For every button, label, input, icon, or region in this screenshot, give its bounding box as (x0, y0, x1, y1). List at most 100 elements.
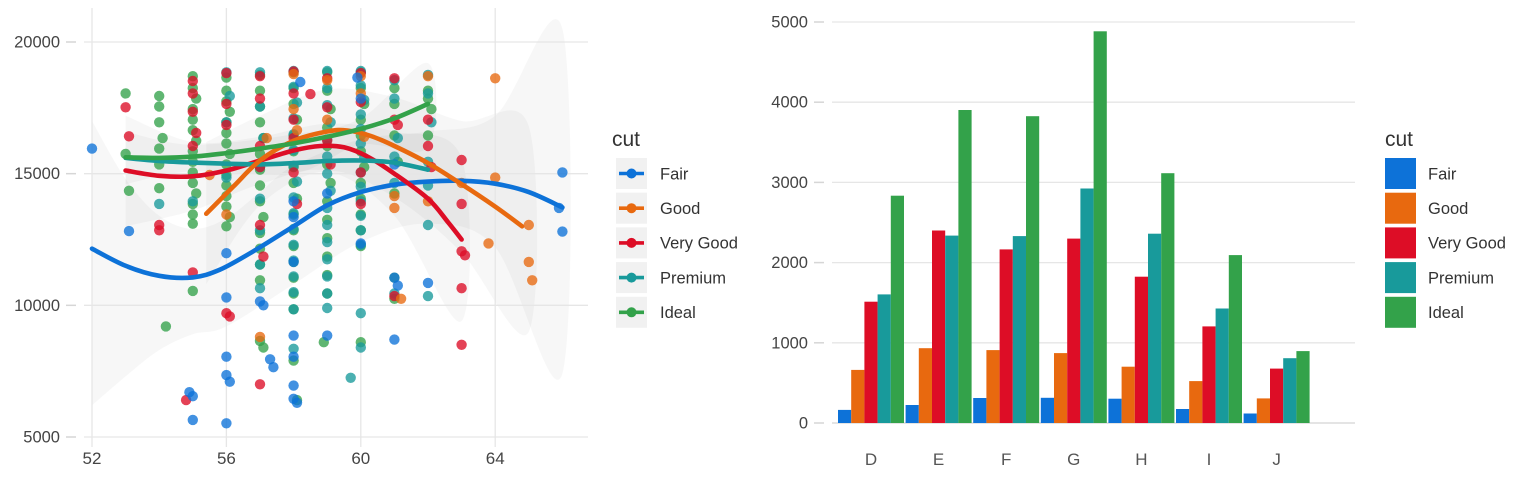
bar-D-ideal[interactable] (890, 195, 904, 423)
legend-key-marker (626, 203, 637, 214)
legend-title: cut (612, 128, 640, 151)
legend-entry-fair[interactable]: Fair (1385, 158, 1457, 189)
bar-G-good[interactable] (1054, 353, 1068, 423)
x-category-label: I (1207, 450, 1212, 469)
legend-key-swatch (1385, 296, 1416, 328)
bar-G-ideal[interactable] (1093, 31, 1107, 424)
legend-label: Premium (660, 269, 726, 287)
legend-label: Ideal (1428, 304, 1464, 322)
legend-entry-very-good[interactable]: Very Good (1385, 227, 1506, 259)
smooth-line-fair (89, 178, 565, 281)
bar-D-premium[interactable] (877, 294, 891, 423)
axis-ticks: 5000 10000 15000 20000 52 56 60 64 (14, 34, 505, 469)
bar-D-very-good[interactable] (864, 301, 878, 423)
bar-group-J (1243, 351, 1310, 424)
y-tick-label: 15000 (14, 165, 60, 183)
bar-group-D (838, 195, 904, 423)
y-tick-label: 0 (799, 415, 808, 433)
y-tick-label: 5000 (771, 14, 808, 32)
bar-J-very-good[interactable] (1270, 368, 1284, 423)
legend-entry-good[interactable]: Good (616, 192, 700, 224)
bar-group-F (973, 116, 1040, 423)
x-category-label: H (1135, 450, 1147, 469)
legend-entry-premium[interactable]: Premium (1385, 262, 1494, 294)
legend-label: Good (660, 200, 700, 218)
legend-key-marker (626, 237, 637, 248)
bar-E-very-good[interactable] (932, 230, 946, 424)
scatter-plot-price-by-cut[interactable]: 5000 10000 15000 20000 52 56 60 64 cut Fair Good Ve… (0, 0, 760, 480)
bar-D-good[interactable] (851, 369, 865, 423)
legend-label: Premium (1428, 269, 1494, 287)
bar-group-H (1108, 173, 1175, 423)
legend-label: Fair (660, 165, 689, 183)
legend-key-marker (626, 307, 637, 318)
legend-key-marker (626, 272, 637, 283)
bar-I-premium[interactable] (1215, 308, 1229, 424)
smooth-line-premium (123, 155, 431, 172)
bar-J-premium[interactable] (1283, 358, 1297, 423)
x-category-label: F (1001, 450, 1011, 469)
legend-entry-fair[interactable]: Fair (616, 158, 689, 189)
y-tick-label: 2000 (771, 254, 808, 272)
smooth-line-very-good (123, 143, 464, 242)
bar-E-good[interactable] (918, 348, 932, 423)
bar-J-good[interactable] (1256, 398, 1270, 423)
bar-F-good[interactable] (986, 350, 1000, 423)
bar-J-fair[interactable] (1243, 413, 1257, 424)
x-category-label: E (933, 450, 944, 469)
legend: cut Fair Good Very Good Premium Ideal (612, 128, 738, 328)
legend-entry-premium[interactable]: Premium (616, 262, 726, 294)
bar-F-fair[interactable] (973, 398, 987, 423)
bar-H-good[interactable] (1121, 366, 1135, 423)
legend-entry-good[interactable]: Good (1385, 192, 1468, 224)
x-tick-label: 64 (486, 449, 505, 468)
bar-E-fair[interactable] (905, 405, 919, 423)
scatter-points-fair (86, 72, 568, 429)
bar-J-ideal[interactable] (1296, 351, 1310, 423)
legend: cut Fair Good Very Good Premium Ideal (1385, 128, 1506, 328)
scatter-svg[interactable]: 5000 10000 15000 20000 52 56 60 64 cut Fair Good Ve… (0, 0, 760, 480)
y-tick-label: 5000 (23, 429, 60, 447)
legend-label: Ideal (660, 304, 696, 322)
bar-E-ideal[interactable] (958, 110, 972, 423)
legend-entry-ideal[interactable]: Ideal (1385, 296, 1464, 328)
legend-key-swatch (1385, 192, 1416, 224)
bar-H-premium[interactable] (1148, 233, 1162, 423)
axis-ticks: 0 1000 2000 3000 4000 5000 (771, 14, 824, 433)
legend-entry-very-good[interactable]: Very Good (616, 227, 738, 259)
bar-H-ideal[interactable] (1161, 173, 1175, 423)
y-tick-label: 4000 (771, 94, 808, 112)
bar-F-premium[interactable] (1012, 236, 1026, 423)
bar-G-fair[interactable] (1040, 397, 1054, 423)
legend-title: cut (1385, 128, 1413, 151)
bar-G-very-good[interactable] (1067, 238, 1081, 423)
legend-key-marker (626, 168, 637, 179)
x-category-label: D (865, 450, 877, 469)
legend-key-swatch (1385, 262, 1416, 294)
bar-F-ideal[interactable] (1026, 116, 1040, 423)
x-category-label: G (1067, 450, 1080, 469)
legend-entry-ideal[interactable]: Ideal (616, 296, 696, 328)
x-category-label: J (1272, 450, 1281, 469)
legend-label: Good (1428, 200, 1468, 218)
smooth-line-good (203, 127, 525, 229)
bar-group-G (1040, 31, 1107, 424)
bar-I-good[interactable] (1189, 381, 1203, 423)
bar-G-premium[interactable] (1080, 188, 1094, 424)
legend-label: Very Good (1428, 235, 1506, 253)
x-tick-label: 52 (83, 449, 102, 468)
bar-H-fair[interactable] (1108, 398, 1122, 423)
bar-I-ideal[interactable] (1228, 255, 1242, 423)
legend-key-swatch (1385, 158, 1416, 189)
bar-I-fair[interactable] (1176, 409, 1190, 423)
bar-F-very-good[interactable] (999, 249, 1013, 423)
bar-group-E (905, 110, 972, 424)
bar-D-fair[interactable] (838, 409, 852, 423)
bar-E-premium[interactable] (945, 235, 959, 423)
bar-H-very-good[interactable] (1134, 276, 1148, 423)
bar-group-I (1176, 255, 1242, 423)
bar-I-very-good[interactable] (1202, 326, 1216, 423)
